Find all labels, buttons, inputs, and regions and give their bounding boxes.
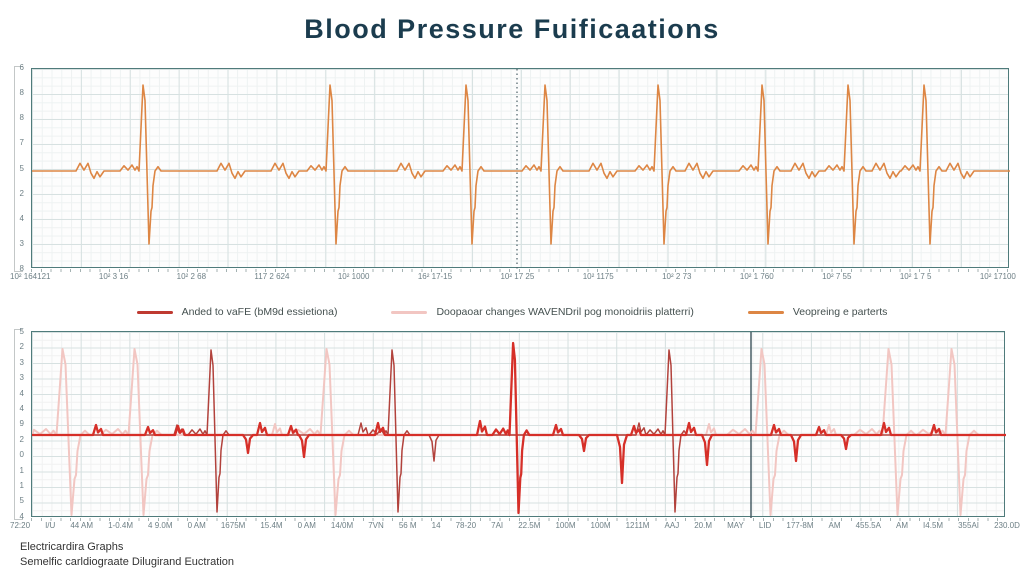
x-tick-label: 7VN: [368, 521, 384, 530]
x-tick-label: 72:20: [10, 521, 31, 530]
pink-line-swatch: [391, 310, 428, 314]
ecg-plot-bottom: [31, 331, 1006, 518]
x-tick-label: 230.0D: [994, 521, 1020, 530]
x-tick-label: 10² 1 7 5: [899, 272, 932, 281]
x-tick-label: 10² 2 68: [176, 272, 207, 281]
ecg-plot-top: [31, 68, 1010, 269]
x-tick-label: MAY: [727, 521, 744, 530]
x-tick-label: 10² 17 25: [500, 272, 535, 281]
y-tick-label: 9: [19, 419, 24, 429]
x-tick-label: 56 M: [398, 521, 417, 530]
y-tick-label: 4: [19, 404, 24, 414]
y-tick-label: 4: [19, 511, 24, 521]
legend-item-pink: Doopaoar changes WAVENDril pog monoidrii…: [391, 306, 694, 318]
y-tick-label: 3: [19, 357, 24, 367]
x-tick-label: 78-20: [455, 521, 477, 530]
y-tick-label: 8: [19, 113, 24, 123]
bottom-x-axis-tick-labels: 72:20 I/U 44 AM 1-0.4M 4 9.0M 0 AM 1675M 15.4M 0…: [10, 521, 1020, 530]
x-tick-label: 1675M: [220, 521, 246, 530]
y-tick-label: 1: [19, 481, 24, 491]
top-x-axis-tick-labels: 10² 164121 10² 3 16 10² 2 68 117 2 624 10² 1…: [10, 272, 1016, 281]
legend: Anded to vaFE (bM9d essietiona) Doopaoar…: [0, 306, 1024, 318]
y-tick-label: 1: [19, 465, 24, 475]
page-title: Blood Pressure Fuificaations: [304, 14, 720, 44]
ecg-trace-top-svg: [32, 69, 1010, 269]
x-tick-label: I/U: [45, 521, 56, 530]
x-tick-label: 10² 7 55: [822, 272, 852, 281]
x-tick-label: 7AI: [491, 521, 504, 530]
footer-caption: Electricardira Graphs Semelfic carldiogr…: [20, 540, 234, 570]
x-tick-label: 10² 1175: [582, 272, 614, 281]
legend-label: Doopaoar changes WAVENDril pog monoidrii…: [436, 306, 694, 318]
y-tick-label: 4: [19, 388, 24, 398]
x-tick-label: AM: [896, 521, 908, 530]
y-tick-label: 6: [19, 63, 24, 72]
y-tick-label: 5: [19, 163, 24, 173]
x-tick-label: 100M: [590, 521, 611, 530]
bottom-y-axis-tick-labels: 5 2 3 3 4 4 9 2 0 1 1 5 4: [4, 327, 24, 521]
top-y-axis-bracket: [14, 66, 23, 272]
x-tick-label: 4 9.0M: [148, 521, 173, 530]
y-tick-label: 7: [19, 138, 24, 148]
legend-item-orange: Veopreing e parterts: [747, 306, 888, 318]
y-tick-label: 3: [19, 373, 24, 383]
ecg-series-trace: [32, 84, 1010, 245]
x-tick-label: 0 AM: [187, 521, 206, 530]
orange-line-swatch: [747, 310, 784, 314]
x-tick-label: 10² 164121: [10, 272, 51, 281]
x-tick-label: 1211M: [625, 521, 650, 530]
x-tick-label: 355AI: [958, 521, 980, 530]
x-tick-label: 100M: [555, 521, 576, 530]
legend-label: Anded to vaFE (bM9d essietiona): [181, 306, 338, 318]
y-tick-label: 3: [19, 238, 24, 248]
footer-line-2: Semelfic carldiograate Dilugirand Euctra…: [20, 555, 234, 568]
x-tick-label: 44 AM: [70, 521, 94, 530]
x-tick-label: 10² 17100: [979, 272, 1016, 281]
legend-item-red: Anded to vaFE (bM9d essietiona): [136, 306, 338, 318]
ecg-series-trace: [32, 341, 1006, 515]
y-tick-label: 0: [19, 450, 24, 460]
x-tick-label: 10² 3 16: [98, 272, 129, 281]
footer-line-1: Electricardira Graphs: [20, 541, 124, 553]
x-tick-label: 117 2 624: [254, 272, 290, 281]
y-tick-label: 2: [19, 342, 24, 352]
x-tick-label: 10² 1 760: [739, 272, 774, 281]
top-x-axis-ruler: [31, 269, 1009, 272]
red-line-swatch: [136, 310, 173, 314]
top-y-axis-tick-labels: 6 8 8 7 5 2 4 3 8: [4, 63, 24, 273]
bottom-x-axis-ruler: [31, 518, 1005, 521]
ecg-series-trace: [32, 348, 1006, 516]
x-tick-label: 1-0.4M: [108, 521, 133, 530]
x-tick-label: 14: [431, 521, 441, 530]
x-tick-label: 10² 2 73: [662, 272, 692, 281]
x-tick-label: 16² 17-15: [417, 272, 453, 281]
x-tick-label: 455.5A: [855, 521, 881, 530]
x-tick-label: 10² 1000: [337, 272, 370, 281]
y-tick-label: 5: [19, 496, 24, 506]
y-tick-label: 5: [19, 327, 24, 336]
legend-label: Veopreing e parterts: [792, 306, 888, 318]
y-tick-label: 8: [19, 88, 24, 98]
ecg-series-trace: [32, 349, 1006, 513]
y-tick-label: 8: [19, 264, 24, 273]
x-tick-label: LID: [758, 521, 772, 530]
x-tick-label: 0 AM: [297, 521, 316, 530]
y-tick-label: 2: [19, 434, 24, 444]
x-tick-label: 177-8M: [786, 521, 814, 530]
x-tick-label: AM: [828, 521, 841, 530]
y-tick-label: 4: [19, 213, 24, 223]
x-tick-label: 22.5M: [518, 521, 541, 530]
x-tick-label: 14/0M: [330, 521, 354, 530]
x-tick-label: 15.4M: [260, 521, 283, 530]
ecg-trace-bottom-svg: [32, 332, 1006, 518]
x-tick-label: I4.5M: [923, 521, 944, 530]
x-tick-label: AAJ: [664, 521, 680, 530]
y-tick-label: 2: [19, 188, 24, 198]
x-tick-label: 20.M: [694, 521, 713, 530]
bottom-y-axis-bracket: [14, 329, 23, 520]
